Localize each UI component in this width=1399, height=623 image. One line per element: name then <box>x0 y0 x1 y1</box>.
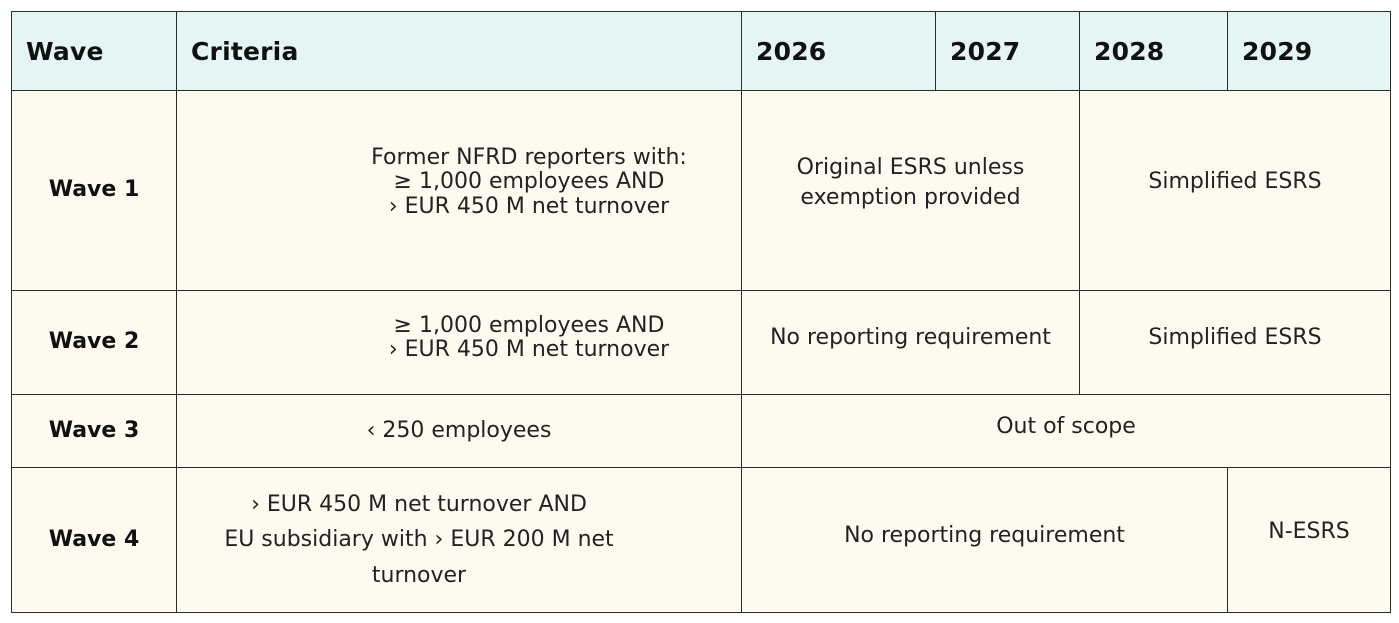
header-2029: 2029 <box>1227 11 1391 91</box>
wave-4-2029: N-ESRS <box>1227 467 1391 613</box>
wave-4-2026-2028-text: No reporting requirement <box>844 522 1125 548</box>
wave-2-2026-2027: No reporting requirement <box>741 290 1080 395</box>
esrs-wave-table: Wave Criteria 2026 2027 2028 2029 Wave 1… <box>11 11 1391 613</box>
wave-1-2028-2029: Simplified ESRS <box>1079 89 1391 292</box>
wave-1-criteria: Former NFRD reporters with: ≥ 1,000 empl… <box>176 89 742 292</box>
wave-4-criteria-line-1: › EUR 450 M net turnover AND <box>251 492 587 518</box>
wave-1-criteria-line-2: ≥ 1,000 employees AND <box>393 169 665 195</box>
header-criteria: Criteria <box>176 11 742 91</box>
wave-2-2026-2027-text: No reporting requirement <box>770 325 1051 351</box>
wave-4-2029-text: N-ESRS <box>1268 518 1350 544</box>
wave-4-label: Wave 4 <box>11 467 177 613</box>
wave-1-label: Wave 1 <box>11 89 177 292</box>
table-row-wave-4: Wave 4 › EUR 450 M net turnover AND EU s… <box>11 467 1391 613</box>
wave-1-2026-2027: Original ESRS unless exemption provided <box>741 89 1080 292</box>
wave-2-2028-2029: Simplified ESRS <box>1079 290 1391 395</box>
table-row-wave-1: Wave 1 Former NFRD reporters with: ≥ 1,0… <box>11 89 1391 292</box>
header-2028: 2028 <box>1079 11 1228 91</box>
wave-4-criteria-line-2: EU subsidiary with › EUR 200 M net <box>224 527 614 553</box>
wave-1-2026-2027-text: Original ESRS unless exemption provided <box>796 154 1025 210</box>
header-2027: 2027 <box>935 11 1080 91</box>
esrs-wave-table-container: Wave Criteria 2026 2027 2028 2029 Wave 1… <box>11 11 1391 613</box>
table-header-row: Wave Criteria 2026 2027 2028 2029 <box>11 11 1391 91</box>
wave-2-criteria-line-1: ≥ 1,000 employees AND <box>393 313 665 339</box>
wave-1-2028-2029-text: Simplified ESRS <box>1148 169 1322 195</box>
wave-4-2026-2028: No reporting requirement <box>741 467 1228 613</box>
wave-2-2028-2029-text: Simplified ESRS <box>1148 325 1322 351</box>
table-row-wave-2: Wave 2 ≥ 1,000 employees AND › EUR 450 M… <box>11 290 1391 395</box>
header-2026: 2026 <box>741 11 936 91</box>
wave-2-label: Wave 2 <box>11 290 177 395</box>
wave-4-criteria: › EUR 450 M net turnover AND EU subsidia… <box>176 467 742 613</box>
wave-1-criteria-line-1: Former NFRD reporters with: <box>371 145 687 171</box>
wave-3-criteria-line-1: ‹ 250 employees <box>366 417 552 443</box>
wave-4-criteria-line-3: turnover <box>371 562 467 588</box>
wave-1-criteria-line-3: › EUR 450 M net turnover <box>388 193 670 219</box>
wave-2-criteria-line-2: › EUR 450 M net turnover <box>388 337 670 363</box>
wave-3-2026-2029-text: Out of scope <box>996 413 1136 439</box>
wave-2-criteria: ≥ 1,000 employees AND › EUR 450 M net tu… <box>176 290 742 395</box>
table-row-wave-3: Wave 3 ‹ 250 employees Out of scope <box>11 393 1391 469</box>
wave-3-criteria: ‹ 250 employees <box>176 393 742 469</box>
header-wave: Wave <box>11 11 177 91</box>
wave-3-label: Wave 3 <box>11 393 177 469</box>
wave-3-2026-2029: Out of scope <box>741 393 1391 469</box>
